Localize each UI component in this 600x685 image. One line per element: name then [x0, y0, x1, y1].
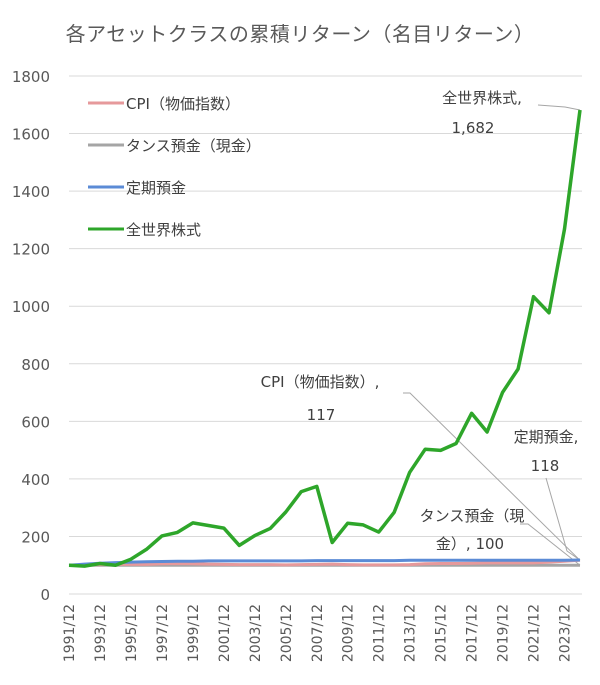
gridlines: [69, 75, 582, 595]
x-tick-label: 2021/12: [527, 604, 543, 662]
leader-line: [520, 523, 581, 566]
data-label-value: 118: [531, 457, 560, 475]
series-line: [68, 558, 581, 567]
annotation-leader-lines: [403, 104, 581, 566]
y-tick-label: 1200: [12, 241, 50, 259]
x-tick-label: 1997/12: [155, 604, 171, 662]
y-tick-label: 1400: [12, 183, 50, 201]
y-tick-label: 1000: [12, 298, 50, 316]
series-line: [68, 558, 581, 567]
x-axis-tick-labels: 1991/12 1993/12 1995/12 1997/12 1999/12 2001/…: [62, 604, 574, 662]
legend-label: 全世界株式: [126, 221, 201, 239]
leader-line: [545, 477, 581, 561]
y-tick-label: 800: [21, 356, 50, 374]
x-tick-label: 1995/12: [124, 604, 140, 662]
x-tick-label: 2009/12: [341, 604, 357, 662]
legend-label: タンス預金（現金）: [126, 137, 261, 155]
x-tick-label: 1993/12: [93, 604, 109, 662]
y-axis-tick-labels: 0 200 400 600 800 1000 1200 1400 1600 1800: [12, 68, 50, 604]
y-tick-label: 1800: [12, 68, 50, 86]
x-tick-label: 2007/12: [310, 604, 326, 662]
y-tick-label: 0: [40, 586, 50, 604]
legend-label: CPI（物価指数）: [126, 95, 240, 113]
x-tick-label: 2023/12: [558, 604, 574, 662]
legend-label: 定期預金: [126, 179, 186, 197]
series-line: [68, 109, 582, 568]
x-tick-label: 2015/12: [434, 604, 450, 662]
y-tick-label: 200: [21, 528, 50, 546]
data-label-value: 金）, 100: [436, 535, 504, 553]
series-lines: [68, 109, 582, 568]
x-tick-label: 2005/12: [279, 604, 295, 662]
data-label-value: 1,682: [452, 119, 495, 137]
data-label-line1: 全世界株式,: [442, 89, 522, 107]
x-tick-label: 2013/12: [403, 604, 419, 662]
x-tick-label: 2003/12: [248, 604, 264, 662]
y-tick-label: 400: [21, 471, 50, 489]
leader-line: [403, 392, 581, 561]
data-label-line1: 定期預金,: [514, 428, 579, 446]
x-tick-label: 1991/12: [62, 604, 78, 662]
x-tick-label: 2011/12: [372, 604, 388, 662]
x-tick-label: 2019/12: [496, 604, 512, 662]
x-tick-label: 2017/12: [465, 604, 481, 662]
chart-title: 各アセットクラスの累積リターン（名目リターン）: [65, 22, 535, 46]
data-label-line1: タンス預金（現: [420, 507, 525, 525]
data-label-line1: CPI（物価指数）,: [261, 373, 380, 391]
leader-line: [537, 104, 581, 111]
data-labels: 全世界株式, 1,682 CPI（物価指数）, 117 定期預金, 118 タンス預金（現金…: [261, 89, 579, 553]
x-tick-label: 2001/12: [217, 604, 233, 662]
y-tick-label: 1600: [12, 126, 50, 144]
data-label-value: 117: [307, 406, 336, 424]
x-tick-label: 1999/12: [186, 604, 202, 662]
y-tick-label: 600: [21, 413, 50, 431]
